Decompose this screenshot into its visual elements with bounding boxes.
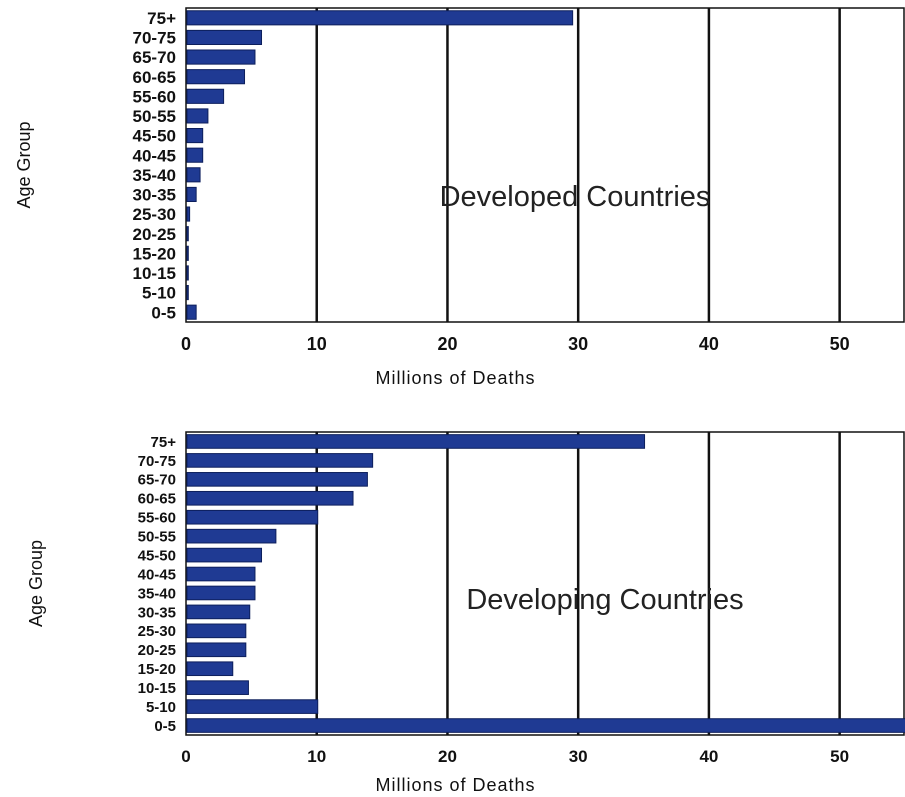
bar-70-75 [186,453,374,468]
category-label: 40-45 [133,146,176,165]
category-label: 25-30 [138,623,176,640]
category-label: 5-10 [146,699,176,716]
bar-55-60 [186,509,319,525]
bar-75+ [186,434,646,449]
bar-50-55 [186,108,209,124]
category-label: 0-5 [154,718,176,735]
bar-25-30 [186,206,191,222]
bar-5-10 [186,699,319,714]
bar-35-40 [186,167,201,183]
x-axis-title: Millions of Deaths [375,775,535,795]
bar-40-45 [186,566,256,582]
bar-60-65 [186,490,354,506]
category-label: 45-50 [138,547,176,564]
x-tick-label: 40 [699,334,719,354]
category-label: 65-70 [133,48,176,67]
x-tick-label: 50 [830,747,849,766]
bar-45-50 [186,127,204,144]
x-tick-label: 40 [699,747,718,766]
x-axis-title: Millions of Deaths [375,368,535,388]
category-label: 0-5 [151,303,176,322]
bar-0-5 [186,718,905,733]
category-label: 25-30 [133,205,176,224]
bar-60-65 [186,69,246,85]
category-label: 60-65 [138,491,176,508]
category-label: 70-75 [138,453,176,470]
bar-30-35 [186,604,251,620]
category-label: 35-40 [133,166,176,185]
category-label: 30-35 [138,604,176,621]
x-tick-label: 10 [307,334,327,354]
bar-10-15 [186,265,189,281]
category-label: 50-55 [133,107,176,126]
bar-20-25 [186,226,189,242]
category-label: 10-15 [133,264,176,283]
category-label: 55-60 [138,510,176,527]
category-label: 45-50 [133,127,176,146]
bar-15-20 [186,661,234,677]
category-label: 35-40 [138,585,176,602]
bar-65-70 [186,49,256,65]
bar-75+ [186,10,574,26]
x-tick-label: 30 [568,334,588,354]
plot-area [185,7,905,323]
bar-10-15 [186,680,249,695]
bar-70-75 [186,29,263,46]
category-label: 10-15 [138,680,176,697]
bar-30-35 [186,186,197,203]
category-label: 65-70 [138,472,176,489]
category-label: 40-45 [138,566,176,583]
category-label: 20-25 [133,225,176,244]
category-label: 50-55 [138,529,176,546]
chart-annotation: Developed Countries [440,181,711,213]
category-label: 20-25 [138,642,176,659]
x-tick-label: 0 [181,334,191,354]
x-tick-label: 0 [181,747,190,766]
bar-45-50 [186,547,263,563]
bar-5-10 [186,284,189,301]
category-label: 70-75 [133,29,176,48]
category-label: 15-20 [133,244,176,263]
category-label: 75+ [147,9,176,28]
bar-0-5 [186,304,197,320]
bar-20-25 [186,642,247,658]
bar-55-60 [186,88,225,104]
category-label: 15-20 [138,661,176,678]
category-label: 75+ [151,434,177,451]
bar-40-45 [186,147,204,163]
bar-65-70 [186,472,368,487]
chart-panel-2: Developing Countries 75+ 70-75 65-70 60-65 55… [26,431,905,795]
category-label: 60-65 [133,68,176,87]
bar-50-55 [186,528,277,544]
category-label: 5-10 [142,284,176,303]
bar-25-30 [186,623,247,639]
chart-panel-1: Developed Countries 75+70-7565-7060-6555-… [14,7,905,388]
bar-15-20 [186,245,189,261]
category-label: 55-60 [133,87,176,106]
category-label: 30-35 [133,186,176,205]
y-axis-title: Age Group [26,540,46,627]
x-tick-label: 10 [307,747,326,766]
x-tick-label: 20 [438,747,457,766]
x-tick-label: 30 [569,747,588,766]
y-axis-title: Age Group [14,121,34,208]
chart-annotation: Developing Countries [466,584,743,616]
bar-35-40 [186,585,256,601]
x-tick-label: 50 [830,334,850,354]
x-tick-label: 20 [437,334,457,354]
